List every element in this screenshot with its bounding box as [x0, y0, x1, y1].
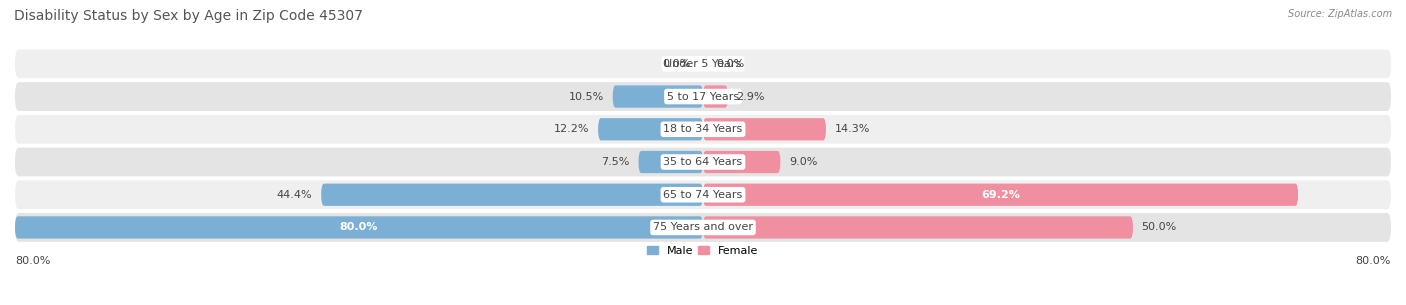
Text: 65 to 74 Years: 65 to 74 Years: [664, 190, 742, 200]
Text: 50.0%: 50.0%: [1142, 222, 1177, 232]
FancyBboxPatch shape: [703, 184, 1298, 206]
FancyBboxPatch shape: [613, 85, 703, 108]
FancyBboxPatch shape: [15, 216, 703, 239]
FancyBboxPatch shape: [321, 184, 703, 206]
Text: 80.0%: 80.0%: [1355, 256, 1391, 266]
Text: 75 Years and over: 75 Years and over: [652, 222, 754, 232]
Text: 80.0%: 80.0%: [15, 256, 51, 266]
Text: 9.0%: 9.0%: [789, 157, 817, 167]
FancyBboxPatch shape: [15, 49, 1391, 78]
Text: Disability Status by Sex by Age in Zip Code 45307: Disability Status by Sex by Age in Zip C…: [14, 9, 363, 23]
FancyBboxPatch shape: [15, 213, 1391, 242]
FancyBboxPatch shape: [15, 82, 1391, 111]
Text: Under 5 Years: Under 5 Years: [665, 59, 741, 69]
Text: 7.5%: 7.5%: [602, 157, 630, 167]
FancyBboxPatch shape: [703, 151, 780, 173]
Text: 80.0%: 80.0%: [340, 222, 378, 232]
Text: 0.0%: 0.0%: [716, 59, 744, 69]
FancyBboxPatch shape: [15, 148, 1391, 176]
Text: 2.9%: 2.9%: [737, 92, 765, 102]
FancyBboxPatch shape: [703, 85, 728, 108]
Text: Source: ZipAtlas.com: Source: ZipAtlas.com: [1288, 9, 1392, 19]
FancyBboxPatch shape: [638, 151, 703, 173]
Text: 44.4%: 44.4%: [277, 190, 312, 200]
Text: 18 to 34 Years: 18 to 34 Years: [664, 124, 742, 134]
FancyBboxPatch shape: [703, 216, 1133, 239]
FancyBboxPatch shape: [703, 118, 825, 140]
FancyBboxPatch shape: [15, 115, 1391, 144]
Legend: Male, Female: Male, Female: [643, 242, 763, 260]
FancyBboxPatch shape: [598, 118, 703, 140]
Text: 35 to 64 Years: 35 to 64 Years: [664, 157, 742, 167]
Text: 14.3%: 14.3%: [835, 124, 870, 134]
Text: 5 to 17 Years: 5 to 17 Years: [666, 92, 740, 102]
Text: 10.5%: 10.5%: [569, 92, 605, 102]
Text: 69.2%: 69.2%: [981, 190, 1019, 200]
Text: 12.2%: 12.2%: [554, 124, 589, 134]
Text: 0.0%: 0.0%: [662, 59, 690, 69]
FancyBboxPatch shape: [15, 180, 1391, 209]
